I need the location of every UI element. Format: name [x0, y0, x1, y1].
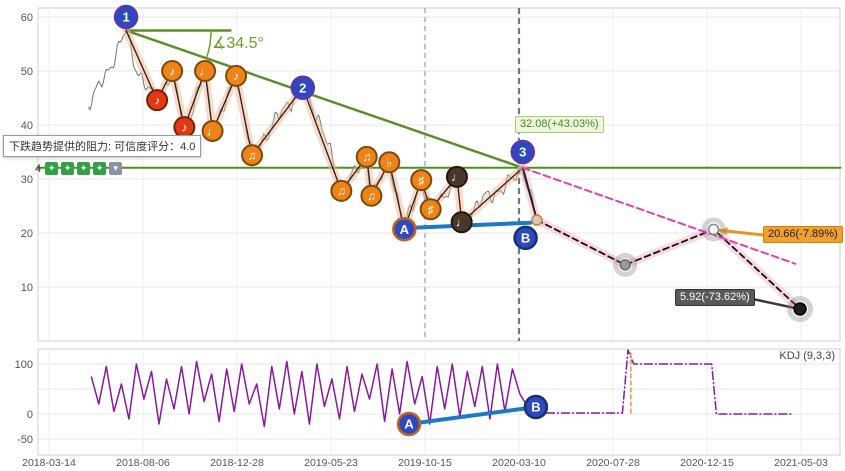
x-tick-label: 2020-12-15	[680, 457, 734, 469]
current-price-label[interactable]: 20.66(-7.89%)	[763, 226, 843, 243]
resistance-price-label[interactable]: 32.08(+43.03%)	[515, 116, 604, 133]
marker-wave-note-1[interactable]	[146, 89, 169, 112]
kdj-y-tick-label: 100	[15, 359, 33, 371]
marker-label-pivot-3: 3	[519, 145, 526, 160]
marker-label-wave-note-12: ♯	[418, 173, 424, 187]
marker-wave-note-12[interactable]	[410, 169, 433, 192]
marker-label-wave-note-13: ♯	[428, 203, 434, 217]
marker-label-wave-note-14: ♩	[451, 170, 463, 184]
angle-arc	[205, 30, 212, 59]
marker-label-wave-note-9: ♫	[362, 150, 371, 164]
x-tick-label: 2018-12-28	[210, 457, 264, 469]
target-price-arrow[interactable]	[748, 297, 797, 310]
x-tick-label: 2019-05-23	[304, 457, 358, 469]
x-tick-label: 2018-08-06	[116, 457, 170, 469]
annotation-toolbar: 4 ✦ ✦ ✦ ✦ ▾	[35, 162, 123, 175]
marker-pivot-1[interactable]	[113, 4, 139, 30]
marker-label-wave-note-8: ♫	[337, 184, 346, 198]
marker-wave-note-11[interactable]	[378, 151, 401, 174]
marker-label-kdj-point-a: A	[404, 417, 414, 432]
marker-wave-note-6[interactable]	[225, 64, 248, 87]
marker-wave-note-7[interactable]	[241, 144, 264, 167]
marker-label-kdj-point-b: B	[531, 400, 540, 415]
x-tick-label: 2020-03-10	[492, 457, 546, 469]
projection-target-halo	[787, 296, 814, 323]
y-tick-label: 40	[21, 120, 33, 132]
marker-label-point-b: B	[521, 231, 530, 246]
current-price-arrow-arrowhead	[719, 227, 728, 236]
marker-point-b[interactable]	[513, 225, 538, 251]
kdj-y-tick-label: 0	[27, 409, 33, 421]
y-tick-label: 10	[21, 282, 33, 294]
marker-label-wave-note-2: ♪	[169, 64, 175, 78]
projection-current-halo	[701, 217, 726, 242]
y-tick-label: 30	[21, 174, 33, 186]
marker-wave-note-2[interactable]	[161, 60, 184, 82]
marker-point-a[interactable]	[392, 216, 417, 242]
marker-wave-note-15[interactable]	[450, 211, 473, 234]
kdj-line	[90, 360, 529, 428]
marker-label-point-a: A	[400, 222, 410, 237]
projection-zigzag[interactable]	[536, 219, 801, 310]
marker-label-wave-note-15: ♩	[456, 216, 468, 230]
marker-wave-note-9[interactable]	[355, 145, 378, 168]
x-tick-label: 2019-10-15	[398, 457, 452, 469]
marker-wave-note-10[interactable]	[360, 184, 383, 207]
target-price-label[interactable]: 5.92(-73.62%)	[675, 289, 755, 306]
marker-label-pivot-1: 1	[122, 10, 129, 25]
x-tick-label: 2018-03-14	[22, 457, 76, 469]
post-peak-drop[interactable]	[521, 166, 538, 221]
marker-wave-note-4[interactable]	[194, 60, 217, 82]
marker-wave-note-8[interactable]	[330, 179, 353, 202]
y-tick-label: 60	[21, 12, 33, 24]
marker-label-wave-note-5: ♩	[207, 124, 219, 138]
projection-low-halo	[613, 252, 638, 277]
signal-badge-icon-1[interactable]: ✦	[45, 162, 59, 175]
marker-label-wave-note-3: ♪	[181, 120, 187, 134]
signal-badge-icon-2[interactable]: ✦	[61, 162, 75, 175]
marker-label-wave-note-7: ♫	[248, 149, 257, 163]
kdj-projection[interactable]	[541, 349, 795, 415]
x-tick-label: 2021-05-03	[774, 457, 828, 469]
y-tick-label: 50	[21, 66, 33, 78]
resistance-tooltip: 下跌趋势提供的阻力: 可信度评分：4.0	[3, 135, 202, 157]
more-tools-icon[interactable]: ▾	[109, 162, 123, 175]
marker-pivot-3[interactable]	[510, 139, 536, 165]
marker-label-pivot-2: 2	[299, 80, 306, 95]
kdj-indicator-label: KDJ (9,3,3)	[779, 350, 835, 362]
marker-wave-note-14[interactable]	[445, 165, 468, 188]
signal-badge-icon-4[interactable]: ✦	[93, 162, 107, 175]
y-tick-label: 20	[21, 228, 33, 240]
kdj-ab-line[interactable]	[407, 405, 538, 426]
marker-wave-note-13[interactable]	[419, 198, 442, 221]
marker-label-wave-note-4: ♩	[199, 64, 211, 78]
signal-badge-icon-3[interactable]: ✦	[77, 162, 91, 175]
projection-diagonal[interactable]	[521, 166, 797, 265]
marker-kdj-point-b[interactable]	[523, 394, 549, 420]
price-drop-end[interactable]	[531, 214, 543, 226]
marker-wave-note-5[interactable]	[201, 119, 224, 142]
x-tick-label: 2020-07-28	[586, 457, 640, 469]
kdj-y-tick-label: -50	[17, 434, 33, 446]
angle-label: ∡34.5°	[212, 35, 264, 52]
downtrend-line[interactable]	[124, 29, 525, 170]
marker-label-wave-note-1: ♪	[154, 93, 160, 107]
marker-pivot-2[interactable]	[290, 75, 316, 100]
projection-current[interactable]	[707, 223, 720, 236]
projection-low[interactable]	[619, 259, 631, 271]
marker-label-wave-note-11: ♭	[386, 156, 392, 170]
marker-label-wave-note-6: ♪	[233, 69, 239, 83]
projection-target[interactable]	[793, 302, 807, 316]
annotation-count-badge: 4	[35, 162, 42, 175]
marker-kdj-point-a[interactable]	[396, 411, 422, 437]
marker-label-wave-note-10: ♫	[367, 189, 376, 203]
